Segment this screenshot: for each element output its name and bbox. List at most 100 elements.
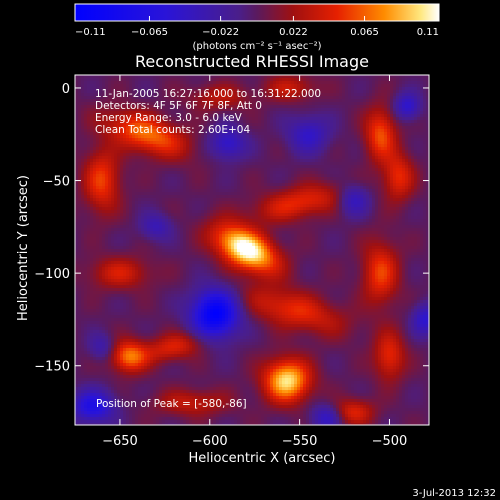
heatmap-cell bbox=[138, 174, 142, 178]
heatmap-cell bbox=[201, 156, 205, 160]
heatmap-cell bbox=[330, 150, 334, 154]
heatmap-cell bbox=[180, 129, 184, 133]
heatmap-cell bbox=[162, 144, 166, 148]
heatmap-cell bbox=[309, 87, 313, 91]
heatmap-cell bbox=[423, 195, 427, 199]
heatmap-cell bbox=[75, 162, 79, 166]
heatmap-cell bbox=[234, 189, 238, 193]
heatmap-cell bbox=[351, 96, 355, 100]
heatmap-cell bbox=[342, 141, 346, 145]
heatmap-cell bbox=[426, 87, 429, 91]
heatmap-cell bbox=[141, 108, 145, 112]
heatmap-cell bbox=[339, 150, 343, 154]
heatmap-cell bbox=[354, 147, 358, 151]
heatmap-cell bbox=[246, 132, 250, 136]
heatmap-cell bbox=[396, 93, 400, 97]
heatmap-cell bbox=[240, 102, 244, 106]
heatmap-cell bbox=[99, 195, 103, 199]
heatmap-cell bbox=[186, 120, 190, 124]
heatmap-cell bbox=[321, 147, 325, 151]
heatmap-cell bbox=[381, 138, 385, 142]
heatmap-cell bbox=[81, 144, 85, 148]
heatmap-cell bbox=[207, 198, 211, 202]
heatmap-cell bbox=[183, 99, 187, 103]
heatmap-cell bbox=[420, 162, 424, 166]
heatmap-cell bbox=[264, 174, 268, 178]
heatmap-cell bbox=[198, 177, 202, 181]
heatmap-cell bbox=[324, 150, 328, 154]
heatmap-cell bbox=[147, 183, 151, 187]
heatmap-cell bbox=[141, 87, 145, 91]
heatmap-cell bbox=[189, 117, 193, 121]
heatmap-cell bbox=[87, 132, 91, 136]
heatmap-cell bbox=[168, 186, 172, 190]
heatmap-cell bbox=[87, 165, 91, 169]
heatmap-cell bbox=[198, 183, 202, 187]
heatmap-cell bbox=[78, 126, 82, 130]
heatmap-cell bbox=[120, 174, 124, 178]
heatmap-cell bbox=[312, 114, 316, 118]
heatmap-cell bbox=[108, 102, 112, 106]
heatmap-cell bbox=[411, 180, 415, 184]
heatmap-cell bbox=[282, 192, 286, 196]
heatmap-cell bbox=[402, 129, 406, 133]
heatmap-cell bbox=[339, 81, 343, 85]
heatmap-cell bbox=[216, 180, 220, 184]
heatmap-cell bbox=[84, 162, 88, 166]
heatmap-cell bbox=[189, 120, 193, 124]
heatmap-cell bbox=[339, 96, 343, 100]
heatmap-cell bbox=[165, 75, 169, 79]
heatmap-cell bbox=[132, 132, 136, 136]
heatmap-cell bbox=[333, 132, 337, 136]
heatmap-cell bbox=[180, 81, 184, 85]
heatmap-cell bbox=[162, 174, 166, 178]
heatmap-cell bbox=[180, 132, 184, 136]
heatmap-cell bbox=[81, 132, 85, 136]
heatmap-cell bbox=[342, 153, 346, 157]
heatmap-cell bbox=[138, 198, 142, 202]
heatmap-cell bbox=[165, 105, 169, 109]
heatmap-cell bbox=[234, 111, 238, 115]
heatmap-cell bbox=[261, 192, 265, 196]
heatmap-cell bbox=[288, 132, 292, 136]
heatmap-cell bbox=[339, 126, 343, 130]
heatmap-cell bbox=[387, 153, 391, 157]
heatmap-cell bbox=[243, 108, 247, 112]
heatmap-cell bbox=[330, 78, 334, 82]
heatmap-cell bbox=[330, 156, 334, 160]
heatmap-cell bbox=[225, 177, 229, 181]
heatmap-cell bbox=[147, 93, 151, 97]
heatmap-cell bbox=[309, 123, 313, 127]
heatmap-cell bbox=[423, 123, 427, 127]
heatmap-cell bbox=[384, 171, 388, 175]
heatmap-cell bbox=[150, 81, 154, 85]
heatmap-cell bbox=[84, 174, 88, 178]
heatmap-cell bbox=[162, 108, 166, 112]
heatmap-cell bbox=[258, 144, 262, 148]
heatmap-cell bbox=[351, 129, 355, 133]
heatmap-cell bbox=[267, 153, 271, 157]
heatmap-cell bbox=[291, 192, 295, 196]
heatmap-cell bbox=[387, 141, 391, 145]
heatmap-cell bbox=[129, 117, 133, 121]
heatmap-cell bbox=[99, 171, 103, 175]
heatmap-cell bbox=[108, 96, 112, 100]
heatmap-cell bbox=[150, 96, 154, 100]
heatmap-cell bbox=[87, 171, 91, 175]
heatmap-cell bbox=[222, 87, 226, 91]
heatmap-cell bbox=[186, 186, 190, 190]
heatmap-cell bbox=[414, 180, 418, 184]
heatmap-cell bbox=[393, 81, 397, 85]
heatmap-cell bbox=[366, 141, 370, 145]
heatmap-cell bbox=[243, 180, 247, 184]
heatmap-cell bbox=[99, 78, 103, 82]
heatmap-cell bbox=[273, 105, 277, 109]
heatmap-cell bbox=[408, 162, 412, 166]
heatmap-cell bbox=[282, 99, 286, 103]
chart-title: Reconstructed RHESSI Image bbox=[135, 52, 369, 71]
heatmap-cell bbox=[324, 102, 328, 106]
heatmap-cell bbox=[213, 129, 217, 133]
heatmap-cell bbox=[255, 195, 259, 199]
heatmap-cell bbox=[255, 141, 259, 145]
heatmap-cell bbox=[315, 96, 319, 100]
